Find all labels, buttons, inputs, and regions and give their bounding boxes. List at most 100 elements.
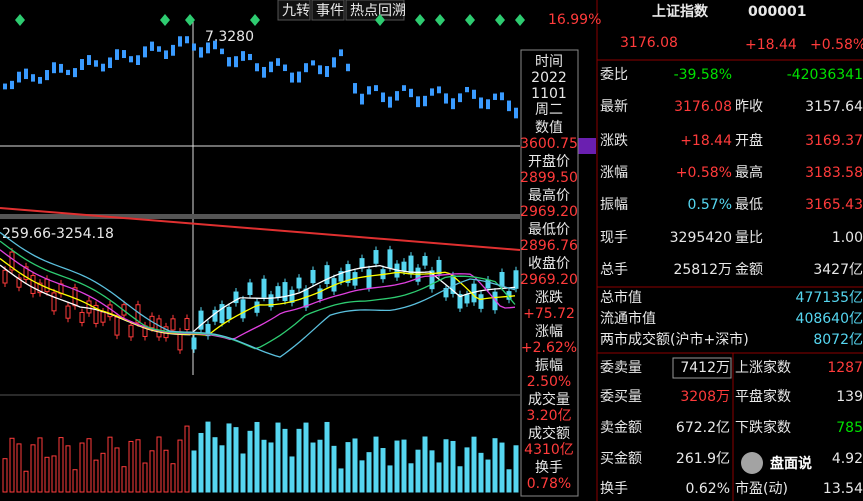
candle [233, 291, 239, 304]
candle-top [430, 88, 434, 96]
candle-top [178, 36, 182, 47]
annotation: 7.3280 [205, 29, 254, 45]
volume-bar [247, 430, 253, 493]
diamond [515, 14, 525, 26]
volume-bar [23, 470, 29, 493]
candle-top [115, 49, 119, 60]
row-label: 最新 [600, 99, 628, 115]
candle [184, 318, 190, 331]
diamond [160, 14, 170, 26]
volume-bar [387, 465, 393, 493]
candle [443, 288, 449, 298]
candle [247, 282, 253, 296]
toolbar-button[interactable] [311, 0, 345, 21]
highlight-box [672, 357, 732, 379]
candle [9, 251, 15, 271]
candle-top [500, 92, 504, 101]
candle-top [402, 85, 406, 91]
volume-bar [16, 443, 22, 493]
volume-bar [205, 421, 211, 493]
tooltip-label: 时间 [535, 54, 563, 70]
candle-top [514, 107, 518, 119]
market-label: 流通市值 [600, 310, 656, 327]
diamond [250, 14, 260, 26]
row-label: 委比 [600, 67, 628, 83]
volume-bar [2, 458, 8, 493]
volume-bar [142, 462, 148, 493]
order-value: 7412万 [680, 360, 730, 376]
quote-price: 3176.08 [620, 35, 678, 51]
candle-top [38, 76, 42, 84]
candle-top [129, 56, 133, 63]
candle [387, 249, 393, 269]
tooltip-label: 振幅 [535, 358, 563, 374]
ma-line [0, 264, 516, 336]
volume-bar [191, 450, 197, 493]
volume-bar [478, 452, 484, 493]
row-label: 振幅 [600, 197, 628, 213]
tooltip-value: 2896.76 [520, 238, 578, 254]
volume-bar [324, 421, 330, 493]
volume-bar [86, 438, 92, 493]
candle [16, 277, 22, 288]
candle-top [269, 61, 273, 73]
order-value: 672.2亿 [676, 420, 730, 436]
candle-top [374, 85, 378, 92]
volume-bar [450, 440, 456, 493]
volume-bar [457, 466, 463, 493]
candle-top [108, 57, 112, 69]
candle [324, 265, 330, 285]
candle [23, 266, 29, 280]
row-value: -39.58% [674, 67, 732, 83]
volume-bar [37, 437, 43, 493]
order-label: 卖金额 [600, 420, 642, 436]
candle-top [367, 86, 371, 95]
tooltip-label: 成交量 [528, 391, 570, 408]
toolbar-button[interactable] [277, 0, 311, 21]
candle-top [472, 89, 476, 99]
candle [296, 277, 302, 289]
volume-bar [408, 463, 414, 493]
candle-top [52, 62, 56, 74]
candle [464, 294, 470, 304]
volume-bar [394, 440, 400, 493]
quote-pct: +0.58% [810, 37, 863, 53]
row-label: 量比 [735, 230, 763, 246]
order-label: 平盘家数 [735, 388, 791, 405]
tooltip-label: 数值 [535, 120, 563, 136]
volume-bar [380, 448, 386, 493]
tooltip-label: 开盘价 [528, 153, 570, 170]
candle-top [213, 40, 217, 50]
candle [86, 300, 92, 314]
candle-top [493, 93, 497, 100]
candle-top [150, 41, 154, 51]
candle-top [199, 47, 203, 58]
row-value: 3157.64 [805, 99, 863, 115]
candle-top [220, 48, 224, 55]
tooltip-value: 2969.20 [520, 272, 578, 288]
candle-top [234, 56, 238, 68]
tooltip-value: 2969.20 [520, 204, 578, 220]
candle-top [241, 51, 245, 61]
candle-top [276, 58, 280, 66]
candle-top [94, 60, 98, 67]
tooltip-value: 0.78% [527, 476, 571, 492]
row-value: 3165.43 [805, 197, 863, 213]
volume-bar [135, 439, 141, 493]
candle [30, 275, 36, 294]
tooltip-label: 最高价 [528, 187, 570, 204]
candle-top [171, 44, 175, 56]
candle [478, 294, 484, 309]
tooltip-value: 2.50% [527, 374, 571, 390]
ma-line [0, 231, 516, 358]
candle [366, 269, 372, 289]
candle-top [332, 57, 336, 68]
row-label: 最高 [735, 164, 763, 181]
market-label: 总市值 [600, 289, 642, 306]
candle-top [24, 68, 28, 80]
volume-bar [198, 432, 204, 493]
row-label: 涨幅 [600, 165, 628, 181]
candle-top [248, 53, 252, 61]
candle [51, 292, 57, 312]
